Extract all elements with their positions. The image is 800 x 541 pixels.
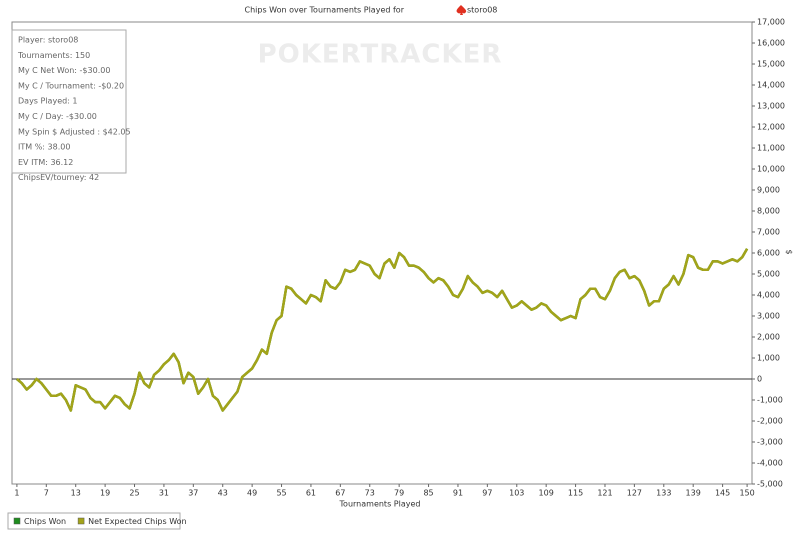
stats-box — [11, 29, 127, 174]
x-tick-label: 79 — [394, 489, 404, 498]
x-tick-label: 103 — [509, 489, 524, 498]
x-tick-label: 55 — [276, 489, 286, 498]
watermark: POKERTRACKER — [258, 40, 503, 70]
player-name: storo08 — [467, 6, 497, 15]
stat-line: Player: storo08 — [18, 36, 78, 45]
x-tick-label: 109 — [539, 489, 554, 498]
x-tick-label: 7 — [44, 489, 49, 498]
y-tick-label: 4,000 — [757, 291, 780, 300]
y-tick-label: 12,000 — [757, 123, 785, 132]
y-tick-label: 2,000 — [757, 333, 780, 342]
y-tick-label: -5,000 — [757, 480, 783, 489]
y-tick-label: 9,000 — [757, 186, 780, 195]
y-tick-label: 17,000 — [757, 18, 785, 27]
y-tick-label: 11,000 — [757, 144, 785, 153]
x-tick-label: 31 — [159, 489, 169, 498]
y-tick-label: 7,000 — [757, 228, 780, 237]
stat-line: My C / Day: -$30.00 — [18, 112, 97, 121]
stat-line: Days Played: 1 — [18, 97, 78, 106]
stat-line: EV ITM: 36.12 — [18, 158, 73, 167]
y-tick-label: 10,000 — [757, 165, 785, 174]
x-tick-label: 91 — [453, 489, 463, 498]
y-axis-label: $ — [785, 249, 794, 254]
stat-line: ChipsEV/tourney: 42 — [18, 173, 99, 182]
y-tick-label: 5,000 — [757, 270, 780, 279]
plot-area — [11, 21, 753, 485]
x-tick-label: 85 — [423, 489, 433, 498]
x-tick-label: 49 — [247, 489, 257, 498]
y-tick-label: -3,000 — [757, 438, 783, 447]
stat-line: My C Net Won: -$30.00 — [18, 66, 110, 75]
legend-swatch — [13, 517, 21, 525]
y-tick-label: -4,000 — [757, 459, 783, 468]
player-icon — [456, 5, 467, 15]
x-tick-label: 1 — [14, 489, 19, 498]
y-tick-label: 8,000 — [757, 207, 780, 216]
x-tick-label: 127 — [627, 489, 642, 498]
stat-line: Tournaments: 150 — [17, 51, 90, 60]
legend-items: Chips Won Net Expected Chips Won — [13, 517, 187, 526]
legend — [7, 512, 181, 530]
x-tick-label: 67 — [335, 489, 345, 498]
x-tick-label: 19 — [100, 489, 110, 498]
x-tick-label: 61 — [306, 489, 316, 498]
stats-list: Player: storo08 Tournaments: 150 My C Net … — [17, 36, 131, 183]
legend-label: Net Expected Chips Won — [88, 517, 187, 526]
x-tick-label: 97 — [482, 489, 492, 498]
x-tick-label: 37 — [188, 489, 198, 498]
y-tick-label: 14,000 — [757, 81, 785, 90]
x-tick-label: 43 — [218, 489, 228, 498]
y-tick-label: 6,000 — [757, 249, 780, 258]
x-tick-label: 139 — [686, 489, 701, 498]
legend-swatch — [77, 517, 85, 525]
y-tick-label: 3,000 — [757, 312, 780, 321]
legend-label: Chips Won — [24, 517, 66, 526]
y-tick-label: 13,000 — [757, 102, 785, 111]
x-tick-label: 133 — [656, 489, 671, 498]
x-tick-label: 115 — [568, 489, 583, 498]
stat-line: My C / Tournament: -$0.20 — [18, 81, 124, 90]
x-tick-label: 13 — [71, 489, 81, 498]
y-tick-label: -1,000 — [757, 396, 783, 405]
x-axis-label: Tournaments Played — [339, 500, 421, 509]
chart-title: Chips Won over Tournaments Played for — [245, 6, 405, 15]
x-tick-label: 145 — [715, 489, 730, 498]
x-tick-label: 25 — [129, 489, 139, 498]
y-tick-label: 16,000 — [757, 39, 785, 48]
y-tick-label: 15,000 — [757, 60, 785, 69]
series-line — [16, 248, 749, 412]
x-tick-label: 150 — [739, 489, 754, 498]
y-tick-label: 1,000 — [757, 354, 780, 363]
stat-line: My Spin $ Adjusted : $42.05 — [18, 127, 131, 136]
y-tick-label: -2,000 — [757, 417, 783, 426]
y-tick-label: 0 — [757, 375, 762, 384]
stat-line: ITM %: 38.00 — [18, 143, 70, 152]
x-tick-label: 73 — [365, 489, 375, 498]
x-tick-label: 121 — [597, 489, 612, 498]
